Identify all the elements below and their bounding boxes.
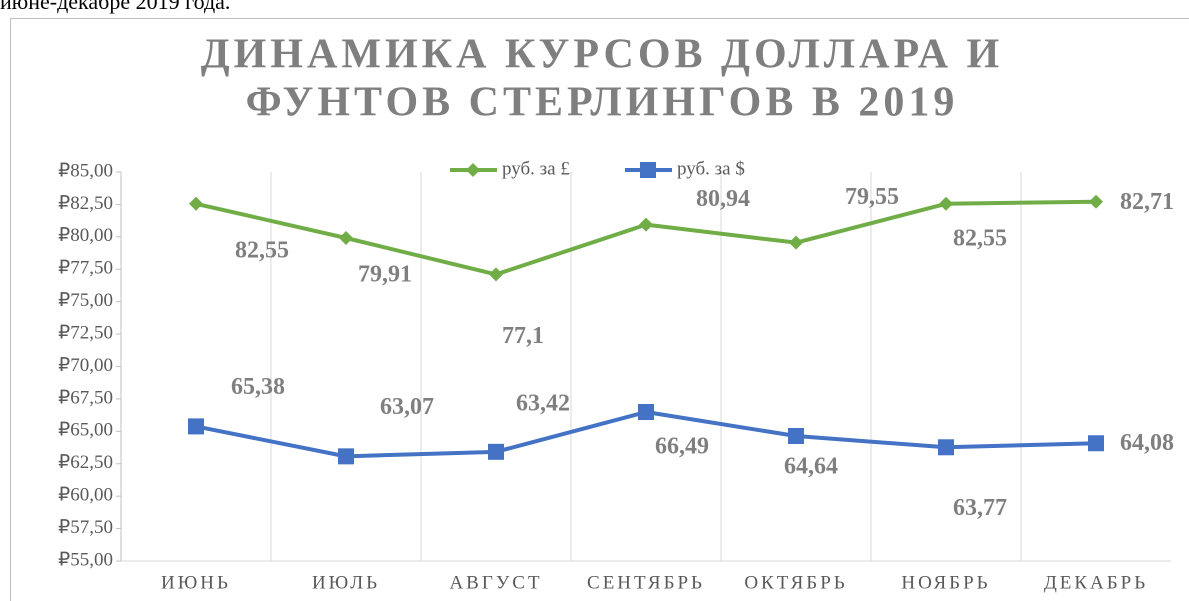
y-tick-label: ₽75,00 bbox=[58, 290, 113, 311]
x-tick-label: АВГУСТ bbox=[449, 572, 542, 593]
data-label: 63,42 bbox=[516, 390, 570, 416]
chart-title: ФУНТОВ СТЕРЛИНГОВ В 2019 bbox=[246, 80, 959, 126]
marker bbox=[789, 235, 803, 250]
caption: июне-декабре 2019 года. bbox=[0, 0, 230, 14]
data-label: 82,55 bbox=[235, 237, 289, 263]
x-tick-label: ДЕКАБРЬ bbox=[1044, 572, 1148, 593]
data-label: 64,64 bbox=[784, 454, 838, 480]
marker bbox=[638, 404, 654, 421]
chart-frame bbox=[10, 18, 1189, 601]
x-tick-label: ИЮЛЬ bbox=[312, 572, 380, 593]
data-label: 80,94 bbox=[696, 186, 750, 212]
data-label: 79,55 bbox=[845, 184, 899, 210]
data-label: 65,38 bbox=[231, 374, 285, 400]
data-label: 77,1 bbox=[502, 323, 544, 349]
data-label: 66,49 bbox=[655, 434, 709, 460]
y-tick-label: ₽60,00 bbox=[58, 485, 113, 506]
marker bbox=[938, 439, 954, 456]
marker bbox=[338, 448, 354, 465]
marker bbox=[466, 163, 480, 177]
data-label: 82,55 bbox=[953, 225, 1007, 251]
y-tick-label: ₽70,00 bbox=[58, 355, 113, 376]
y-tick-label: ₽85,00 bbox=[58, 160, 113, 181]
chart-title: ДИНАМИКА КУРСОВ ДОЛЛАРА И bbox=[201, 32, 1003, 78]
data-label: 79,91 bbox=[358, 262, 412, 288]
y-tick-label: ₽77,50 bbox=[58, 258, 113, 279]
y-tick-label: ₽67,50 bbox=[58, 387, 113, 408]
data-label: 82,71 bbox=[1120, 189, 1174, 215]
marker bbox=[488, 443, 504, 460]
marker bbox=[788, 428, 804, 445]
x-tick-label: ИЮНЬ bbox=[161, 572, 231, 593]
y-tick-label: ₽65,00 bbox=[58, 420, 113, 441]
marker bbox=[640, 162, 656, 178]
marker bbox=[339, 231, 353, 246]
marker bbox=[939, 196, 953, 211]
legend-label: руб. за £ bbox=[502, 158, 570, 179]
data-label: 63,07 bbox=[380, 394, 434, 420]
y-tick-label: ₽57,50 bbox=[58, 517, 113, 538]
x-tick-label: ОКТЯБРЬ bbox=[744, 572, 847, 593]
y-tick-label: ₽80,00 bbox=[58, 225, 113, 246]
marker bbox=[639, 217, 653, 232]
marker bbox=[189, 196, 203, 211]
data-label: 64,08 bbox=[1120, 430, 1174, 456]
y-tick-label: ₽55,00 bbox=[58, 549, 113, 570]
marker bbox=[188, 418, 204, 435]
x-tick-label: НОЯБРЬ bbox=[901, 572, 990, 593]
legend-label: руб. за $ bbox=[677, 158, 745, 179]
marker bbox=[489, 267, 503, 282]
marker bbox=[1088, 435, 1104, 452]
data-label: 63,77 bbox=[953, 495, 1007, 521]
y-tick-label: ₽82,50 bbox=[58, 193, 113, 214]
y-tick-label: ₽72,50 bbox=[58, 322, 113, 343]
y-tick-label: ₽62,50 bbox=[58, 452, 113, 473]
x-tick-label: СЕНТЯБРЬ bbox=[587, 572, 705, 593]
marker bbox=[1089, 194, 1103, 209]
